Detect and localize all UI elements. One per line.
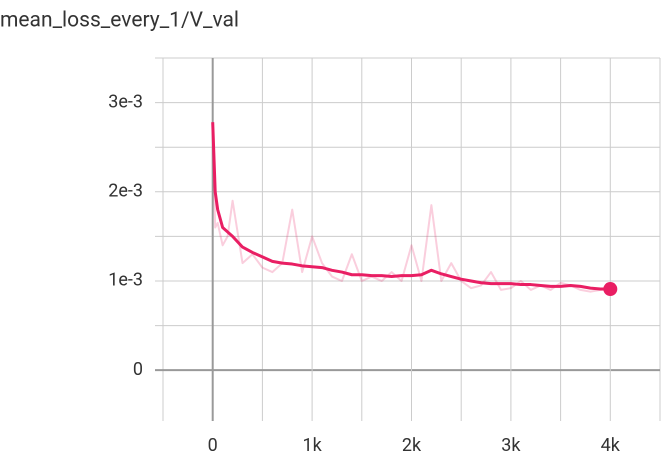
chart-title: mean_loss_every_1/V_val [0,9,239,33]
y-tick-label: 2e-3 [108,181,143,202]
series-line [211,122,611,291]
y-tick-label: 0 [133,359,143,380]
x-tick-label: 4k [601,435,621,456]
x-tick-label: 2k [402,435,422,456]
y-tick-label: 3e-3 [108,91,143,112]
end-marker [603,282,618,297]
x-tick-label: 1k [302,435,322,456]
x-tick-label: 3k [501,435,521,456]
y-tick-label: 1e-3 [108,270,143,291]
x-tick-label: 0 [208,435,218,456]
